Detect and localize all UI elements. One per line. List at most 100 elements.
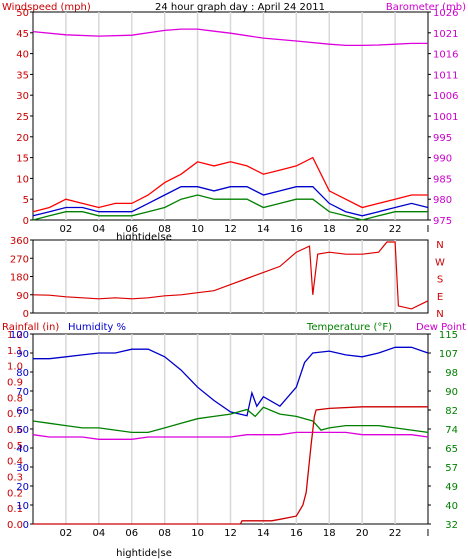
rain-tick-label: 0.4 bbox=[7, 457, 23, 468]
dewpoint-line bbox=[32, 431, 429, 440]
barometer-tick-label: 990 bbox=[433, 154, 452, 165]
humidity-line bbox=[33, 346, 429, 417]
humidity-tick-label: 10 bbox=[16, 501, 29, 512]
barometer-tick-label: 975 bbox=[433, 216, 452, 227]
top-x-tick-label: 04 bbox=[92, 224, 105, 235]
bottom-x-note: hightide|se bbox=[116, 548, 172, 559]
humidity-axis-label: Humidity % bbox=[68, 322, 126, 333]
barometer-tick-label: 985 bbox=[433, 174, 452, 185]
humidity-tick-label: 40 bbox=[16, 444, 29, 455]
rainfall-line bbox=[33, 406, 428, 525]
rain-tick-label: 0.8 bbox=[7, 393, 23, 404]
wind-tick-label: 45 bbox=[16, 29, 29, 40]
top-x-tick-label: 02 bbox=[60, 224, 73, 235]
barometer-tick-label: 980 bbox=[433, 195, 452, 206]
temperature-tick-label: 82 bbox=[445, 406, 458, 417]
bottom-x-tick-label: 14 bbox=[257, 528, 270, 539]
humidity-tick-label: 60 bbox=[16, 406, 29, 417]
rain-tick-label: 0.1 bbox=[7, 504, 23, 515]
wind-tick-label: 30 bbox=[16, 91, 29, 102]
barometer-tick-label: 1001 bbox=[433, 112, 458, 123]
temperature-axis-label: Temperature (°F) bbox=[306, 322, 392, 333]
wind-gust-line bbox=[32, 156, 428, 213]
windspeed-axis-label: Windspeed (mph) bbox=[2, 2, 91, 13]
barometer-tick-label: 1016 bbox=[433, 50, 458, 61]
humidity-tick-label: 100 bbox=[10, 330, 29, 341]
rain-tick-label: 0.2 bbox=[7, 488, 23, 499]
temperature-tick-label: 107 bbox=[439, 349, 458, 360]
bottom-x-tick-label: 02 bbox=[60, 528, 73, 539]
top-x-tick-label: 06 bbox=[125, 224, 138, 235]
temperature-tick-label: 40 bbox=[445, 501, 458, 512]
direction-tick-label: 90 bbox=[16, 291, 29, 302]
barometer-line bbox=[32, 28, 428, 47]
wind-low-line bbox=[32, 194, 428, 221]
humidity-tick-label: 90 bbox=[16, 349, 29, 360]
temperature-tick-label: 98 bbox=[445, 368, 458, 379]
rain-tick-label: 0.9 bbox=[7, 378, 23, 389]
humidity-tick-label: 20 bbox=[16, 482, 29, 493]
rain-tick-label: 0.6 bbox=[7, 425, 23, 436]
rain-tick-label: 1.2 bbox=[7, 330, 23, 341]
bottom-x-tick-label: 12 bbox=[224, 528, 237, 539]
humidity-tick-label: 70 bbox=[16, 387, 29, 398]
rain-tick-label: 1.1 bbox=[7, 346, 23, 357]
bottom-x-tick-label: 18 bbox=[323, 528, 336, 539]
rain-tick-label: 0.3 bbox=[7, 473, 23, 484]
barometer-tick-label: 1011 bbox=[433, 70, 458, 81]
temperature-tick-label: 65 bbox=[445, 444, 458, 455]
temperature-line bbox=[32, 406, 429, 434]
compass-tick-label: W bbox=[435, 257, 445, 268]
humidity-tick-label: 50 bbox=[16, 425, 29, 436]
rain-tick-label: 0.7 bbox=[7, 409, 23, 420]
bottom-x-tick-label: 20 bbox=[356, 528, 369, 539]
direction-tick-label: 0 bbox=[23, 309, 29, 320]
barometer-tick-label: 1026 bbox=[433, 8, 458, 19]
compass-tick-label: N bbox=[436, 309, 443, 320]
temperature-tick-label: 57 bbox=[445, 463, 458, 474]
top-x-tick-label: 14 bbox=[257, 224, 270, 235]
chart-title: 24 hour graph day : April 24 2011 bbox=[155, 2, 325, 13]
compass-tick-label: N bbox=[436, 240, 443, 251]
temperature-tick-label: 115 bbox=[439, 330, 458, 341]
temperature-tick-label: 90 bbox=[445, 387, 458, 398]
wind-tick-label: 20 bbox=[16, 133, 29, 144]
top-x-tick-label: 16 bbox=[290, 224, 303, 235]
rain-tick-label: 0.5 bbox=[7, 441, 23, 452]
wind-tick-label: 50 bbox=[16, 8, 29, 19]
top-x-tick-label: 08 bbox=[158, 224, 171, 235]
direction-tick-label: 360 bbox=[10, 236, 29, 247]
bottom-x-tick-label: 06 bbox=[125, 528, 138, 539]
top-x-tick-label: 12 bbox=[224, 224, 237, 235]
barometer-tick-label: 1021 bbox=[433, 29, 458, 40]
humidity-tick-label: 0 bbox=[23, 520, 29, 531]
wind-tick-label: 15 bbox=[16, 154, 29, 165]
bottom-x-tick-label: 08 bbox=[158, 528, 171, 539]
direction-tick-label: 180 bbox=[10, 273, 29, 284]
top-x-note: hightide|se bbox=[116, 232, 172, 243]
temperature-tick-label: 32 bbox=[445, 520, 458, 531]
wind-tick-label: 0 bbox=[23, 216, 29, 227]
top-x-tick-label: I bbox=[427, 224, 430, 235]
wind-tick-label: 40 bbox=[16, 50, 29, 61]
bottom-x-tick-label: 22 bbox=[389, 528, 402, 539]
rain-tick-label: 0.0 bbox=[7, 520, 23, 531]
humidity-tick-label: 30 bbox=[16, 463, 29, 474]
direction-tick-label: 270 bbox=[10, 254, 29, 265]
top-x-tick-label: 20 bbox=[356, 224, 369, 235]
wind-tick-label: 10 bbox=[16, 174, 29, 185]
top-x-tick-label: 18 bbox=[323, 224, 336, 235]
barometer-axis-label: Barometer (mb) bbox=[386, 2, 466, 13]
wind-tick-label: 5 bbox=[23, 195, 29, 206]
top-x-tick-label: 22 bbox=[389, 224, 402, 235]
temperature-tick-label: 49 bbox=[445, 482, 458, 493]
wind-direction-line bbox=[32, 241, 429, 310]
wind-tick-label: 35 bbox=[16, 70, 29, 81]
dewpoint-axis-label: Dew Point bbox=[416, 322, 466, 333]
bottom-x-tick-label: 16 bbox=[290, 528, 303, 539]
top-x-tick-label: 10 bbox=[191, 224, 204, 235]
bottom-x-tick-label: 04 bbox=[92, 528, 105, 539]
barometer-tick-label: 1006 bbox=[433, 91, 458, 102]
